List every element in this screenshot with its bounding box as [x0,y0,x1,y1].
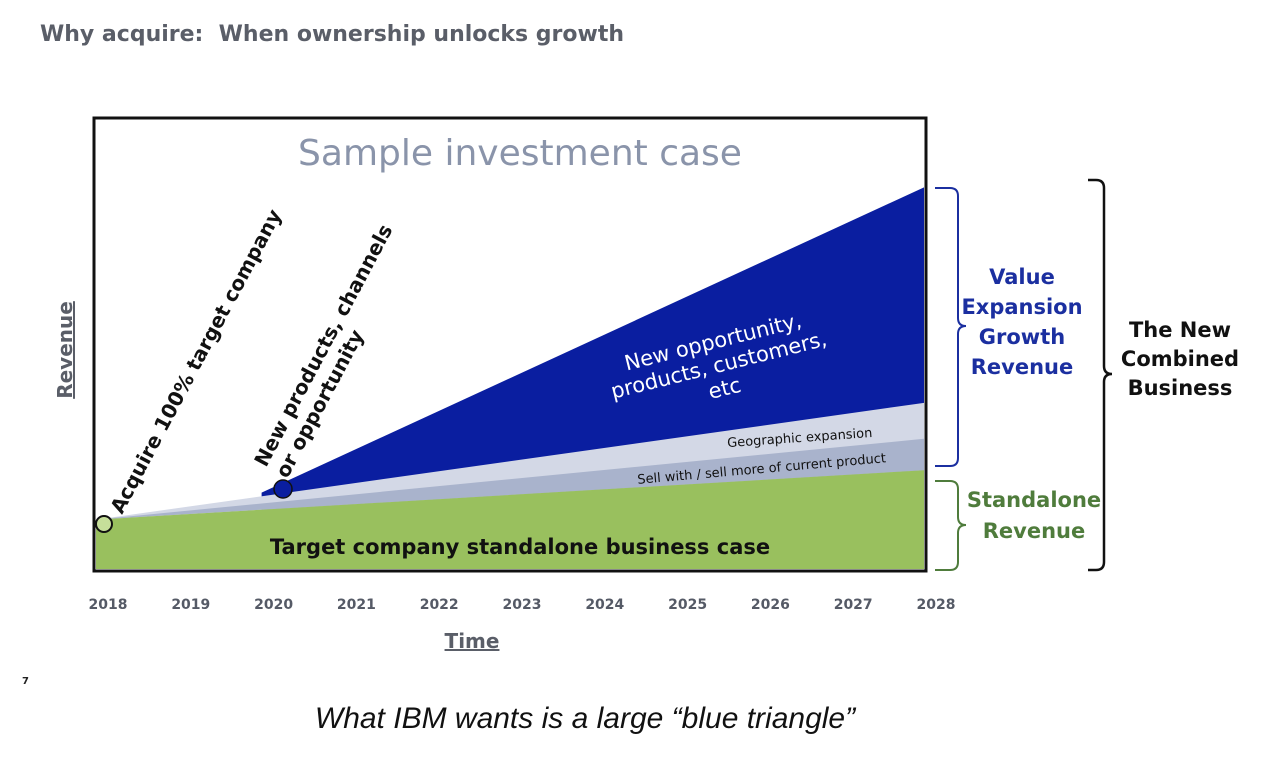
x-tick-label: 2018 [89,597,128,613]
new-products-line1: New products, channels [249,220,397,470]
plot-frame [92,116,928,573]
x-tick-label: 2027 [834,597,873,613]
standalone-revenue-label: Standalone Revenue [967,488,1101,543]
x-axis-ticks: 2018 2019 2020 2021 2022 2023 2024 2025 2026 2027… [89,597,956,613]
combined-line1: The New [1129,318,1231,342]
x-tick-label: 2026 [751,597,790,613]
standalone-line1: Standalone [967,488,1101,512]
value-expansion-label: Value Expansion Growth Revenue [961,265,1082,379]
x-tick-label: 2024 [585,597,624,613]
x-tick-label: 2021 [337,597,376,613]
chart-title: Sample investment case [298,133,742,174]
area-standalone [96,470,924,569]
value-expansion-line1: Value [989,265,1055,289]
combined-line3: Business [1128,376,1233,400]
x-tick-label: 2028 [917,597,956,613]
area-geographic [96,402,924,520]
value-expansion-line2: Expansion [961,295,1082,319]
caption: What IBM wants is a large “blue triangle… [314,702,856,735]
y-axis-label: Revenue [53,301,77,399]
x-tick-label: 2019 [171,597,210,613]
combined-bracket [1088,178,1113,572]
x-tick-label: 2020 [254,597,293,613]
acquire-marker [95,515,113,533]
acquire-annotation: Acquire 100% target company [105,205,286,517]
value-expansion-line4: Revenue [971,355,1074,379]
combined-business-label: The New Combined Business [1121,318,1239,400]
x-tick-label: 2022 [420,597,459,613]
x-tick-label: 2023 [503,597,542,613]
slide-title: Why acquire: When ownership unlocks grow… [40,22,625,47]
area-sell-more [96,438,924,520]
x-tick-label: 2025 [668,597,707,613]
chart-areas [96,187,925,569]
combined-line2: Combined [1121,347,1239,371]
standalone-line2: Revenue [983,519,1086,543]
page-number: 7 [22,676,29,687]
value-expansion-bracket [935,187,967,467]
value-expansion-line3: Growth [979,325,1065,349]
x-axis-label: Time [445,629,500,653]
new-products-marker [273,479,293,499]
standalone-bracket [935,480,967,571]
standalone-case-label: Target company standalone business case [270,535,770,559]
